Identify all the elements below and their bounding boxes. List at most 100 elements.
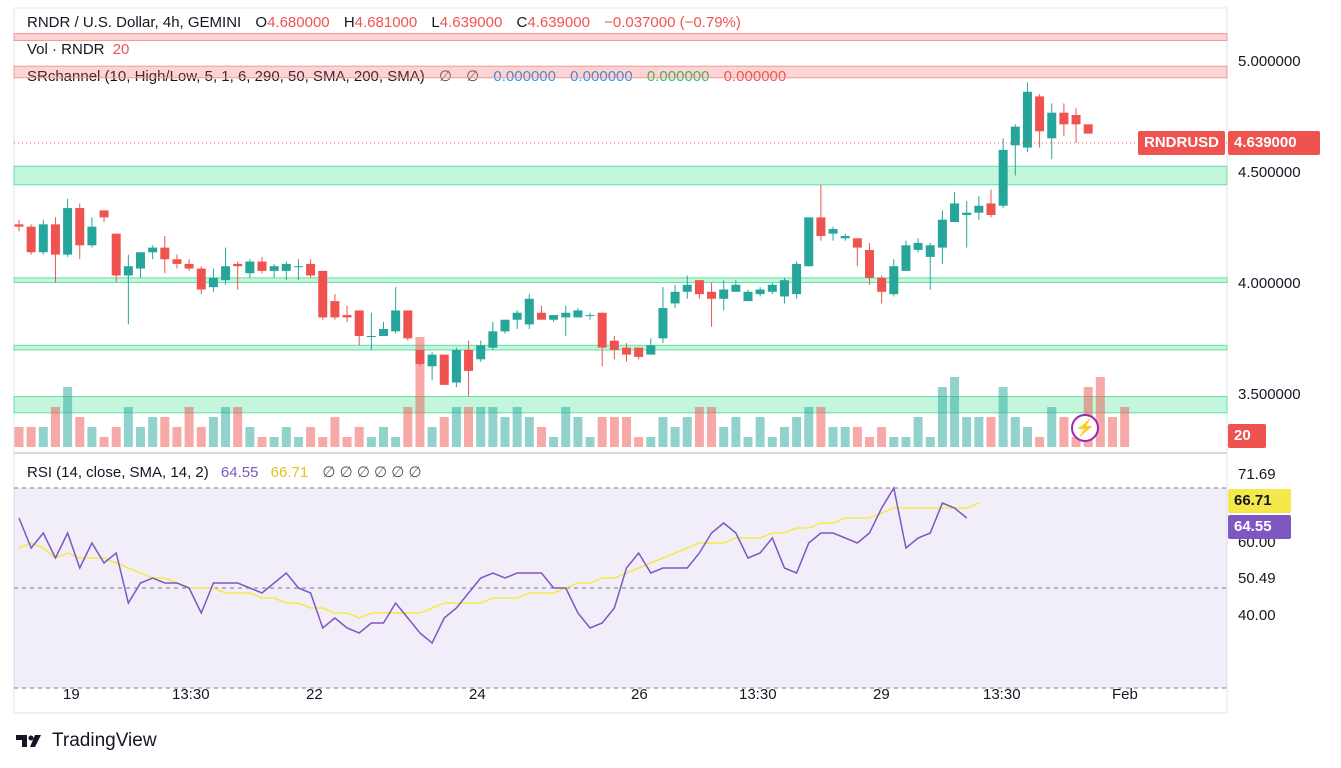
volume-bar xyxy=(354,427,364,447)
sr-zone xyxy=(13,344,1228,351)
srchannel-value-4: 0.000000 xyxy=(724,68,787,85)
tradingview-logo-icon xyxy=(16,735,41,747)
lightning-icon[interactable]: ⚡ xyxy=(1071,414,1099,442)
branding[interactable]: TradingView xyxy=(16,730,157,752)
open-value: 4.680000 xyxy=(267,14,330,31)
time-axis-label: 13:30 xyxy=(983,686,1021,703)
candle-body xyxy=(221,266,231,281)
volume-bar xyxy=(123,407,133,447)
candle-body xyxy=(634,347,644,357)
volume-bar xyxy=(1095,377,1105,447)
volume-bar xyxy=(694,407,704,447)
volume-bar xyxy=(585,437,595,447)
volume-bar xyxy=(14,427,24,447)
candle-body xyxy=(573,310,583,318)
candle-body xyxy=(354,310,364,337)
volume-bar xyxy=(257,437,267,447)
time-axis-label: 13:30 xyxy=(172,686,210,703)
volume-bar xyxy=(549,437,559,447)
volume-bar xyxy=(26,427,36,447)
candle-body xyxy=(597,312,607,348)
candle-body xyxy=(233,263,243,267)
volume-bar xyxy=(804,407,814,447)
close-value: 4.639000 xyxy=(527,14,590,31)
volume-bar xyxy=(597,417,607,447)
candle-body xyxy=(63,208,73,255)
volume-bar xyxy=(755,417,765,447)
volume-bar xyxy=(670,427,680,447)
rsi-sma-legend-value: 66.71 xyxy=(270,464,309,481)
symbol-legend: RNDR / U.S. Dollar, 4h, GEMINI O4.680000… xyxy=(27,14,741,31)
candle-body xyxy=(925,245,935,257)
open-label: O xyxy=(255,14,268,31)
rsi-axis-label: 40.00 xyxy=(1238,607,1276,624)
candle-body xyxy=(804,217,814,267)
low-label: L xyxy=(431,14,440,31)
candle-body xyxy=(391,310,401,332)
volume-bar xyxy=(184,407,194,447)
rsi-legend: RSI (14, close, SMA, 14, 2) 64.55 66.71 … xyxy=(27,463,422,481)
candle-body xyxy=(500,319,510,332)
sr-zone xyxy=(13,65,1228,79)
candle-body xyxy=(38,224,48,253)
volume-bar xyxy=(1035,437,1045,447)
candle-body xyxy=(901,245,911,271)
volume-bar xyxy=(1071,437,1081,447)
candles xyxy=(14,82,1093,397)
candle-body xyxy=(767,284,777,292)
volume-bar xyxy=(609,417,619,447)
volume-bar xyxy=(488,407,498,447)
candle-body xyxy=(889,266,899,295)
sr-zone xyxy=(13,277,1228,284)
volume-bar xyxy=(464,407,474,447)
candle-body xyxy=(646,345,656,355)
last-price-badge: 4.639000 xyxy=(1228,131,1320,155)
candle-body xyxy=(755,289,765,295)
candle-body xyxy=(281,263,291,271)
candle-body xyxy=(962,212,972,216)
volume-bar xyxy=(99,437,109,447)
volume-bar xyxy=(75,417,85,447)
candle-body xyxy=(269,266,279,271)
candle-body xyxy=(779,280,789,297)
volume-bar xyxy=(840,427,850,447)
candle-body xyxy=(1071,115,1081,125)
volume-legend-label: Vol · RNDR xyxy=(27,41,105,58)
volume-bar xyxy=(233,407,243,447)
volume-bar xyxy=(524,417,534,447)
volume-bar xyxy=(1047,407,1057,447)
volume-bar xyxy=(111,427,121,447)
candle-body xyxy=(14,224,24,227)
candle-body xyxy=(136,252,145,269)
volume-bar xyxy=(925,437,935,447)
volume-bar xyxy=(379,427,388,447)
volume-bar xyxy=(561,407,571,447)
candle-body xyxy=(160,247,170,260)
candle-body xyxy=(694,280,704,295)
candle-body xyxy=(123,266,133,276)
candle-body xyxy=(609,340,619,350)
time-axis-label: Feb xyxy=(1112,686,1138,703)
volume-bar xyxy=(342,437,352,447)
volume-legend-value: 20 xyxy=(112,41,130,58)
candle-body xyxy=(366,336,376,338)
candle-body xyxy=(318,270,328,318)
volume-bar xyxy=(403,407,413,447)
volume-bar xyxy=(512,407,522,447)
volume-bar xyxy=(634,437,644,447)
rsi-pane xyxy=(14,485,1227,689)
high-value: 4.681000 xyxy=(354,14,418,31)
srchannel-label: SRchannel (10, High/Low, 5, 1, 6, 290, 5… xyxy=(27,68,425,85)
candle-body xyxy=(427,354,437,367)
volume-bar xyxy=(293,437,303,447)
srchannel-value-3: 0.000000 xyxy=(647,68,710,85)
volume-bar xyxy=(986,417,996,447)
change-value: −0.037000 (−0.79%) xyxy=(604,14,741,31)
volume-bar xyxy=(196,427,206,447)
rsi-badge: 64.55 xyxy=(1228,515,1291,539)
time-axis-label: 26 xyxy=(631,686,648,703)
candle-body xyxy=(403,310,413,339)
volume-bar xyxy=(852,427,862,447)
